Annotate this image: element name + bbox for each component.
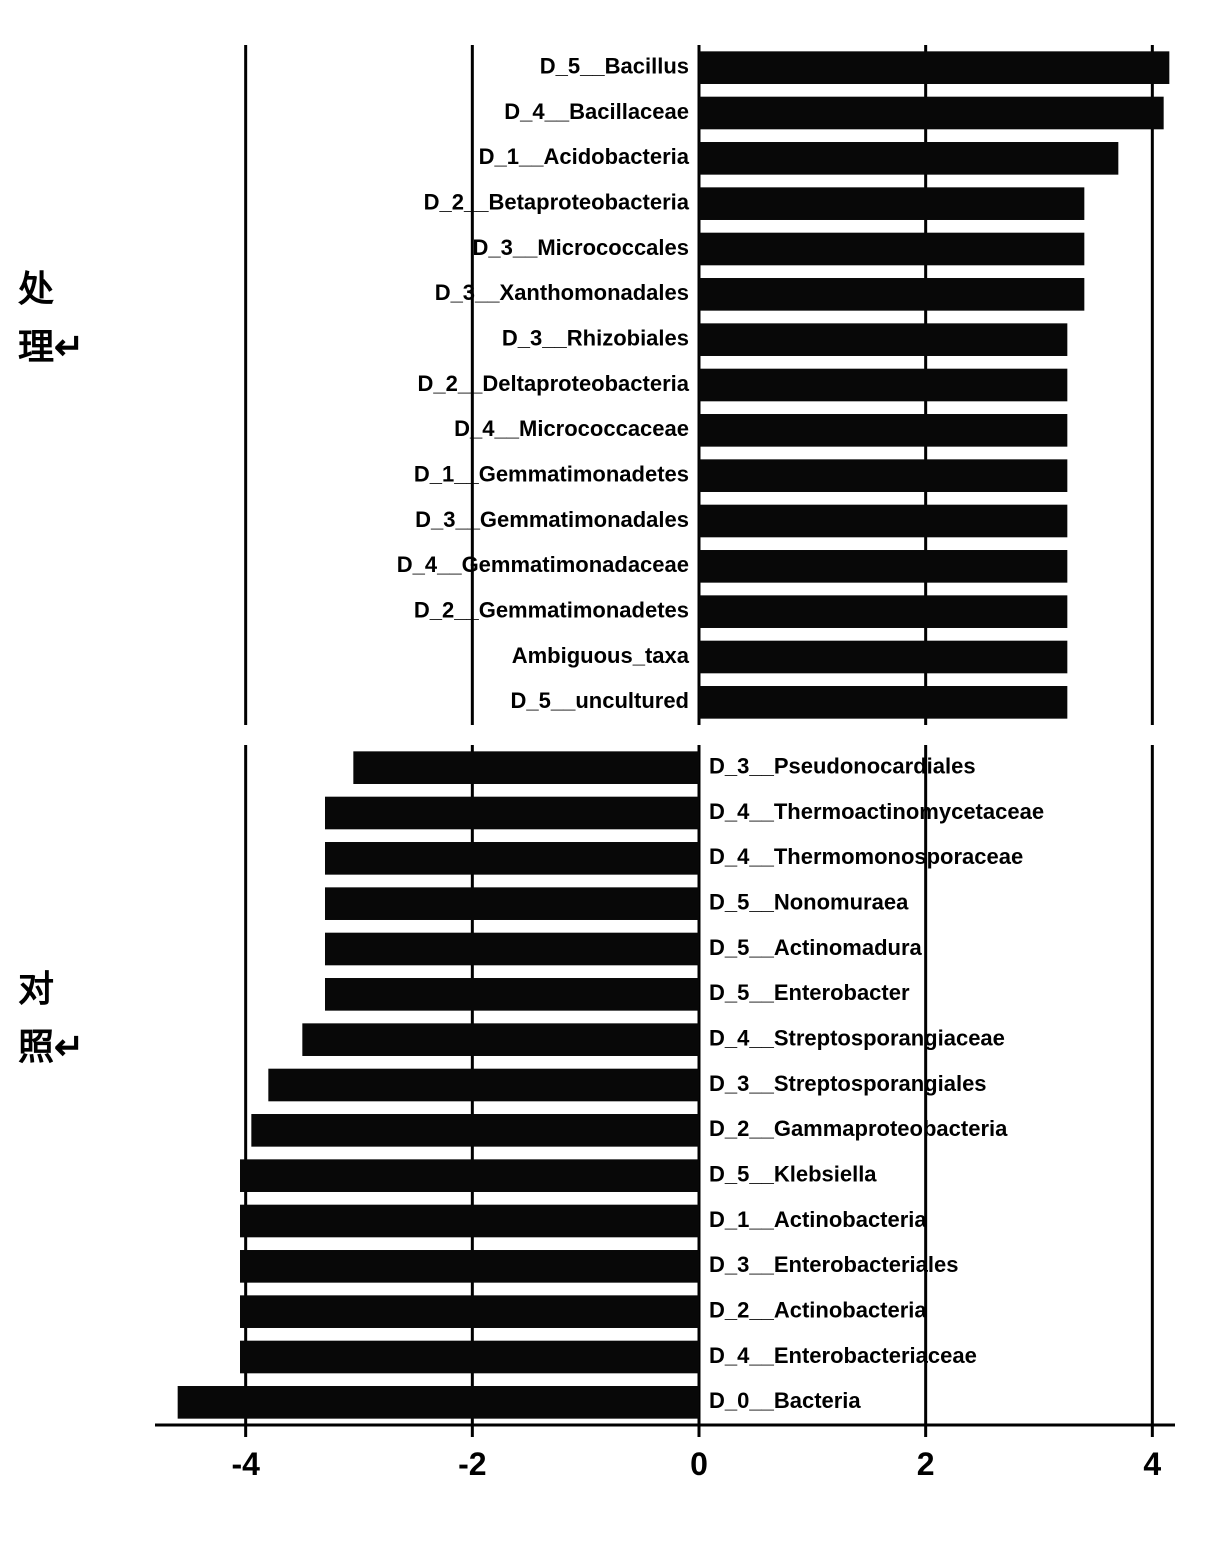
chart-bar (699, 97, 1164, 130)
bar-label: D_4__Bacillaceae (504, 99, 689, 124)
chart-bar (699, 233, 1084, 266)
bar-label: D_3__Enterobacteriales (709, 1252, 958, 1277)
chart-bar (699, 641, 1067, 674)
x-tick-label: 0 (690, 1446, 708, 1482)
chart-bar (240, 1205, 699, 1238)
chart-bar (240, 1341, 699, 1374)
x-tick-label: -4 (231, 1446, 260, 1482)
bar-label: D_5__Enterobacter (709, 980, 910, 1005)
bar-label: D_4__Gemmatimonadaceae (397, 552, 689, 577)
chart-bar (699, 142, 1118, 175)
chart-bar (240, 1159, 699, 1192)
chart-bar (699, 505, 1067, 538)
bar-label: D_3__Pseudonocardiales (709, 753, 976, 778)
chart-bar (699, 278, 1084, 311)
bar-label: D_2__Deltaproteobacteria (418, 371, 690, 396)
chart-bar (325, 933, 699, 966)
chart-container: 处理↵ 对照↵ D_5__Bacillus D_4__Bacillaceae D_1… (0, 0, 1216, 1553)
bar-label: D_2__Gemmatimonadetes (414, 597, 689, 622)
bar-label: D_1__Actinobacteria (709, 1207, 927, 1232)
chart-bar (699, 187, 1084, 220)
bar-label: D_3__Micrococcales (473, 235, 689, 260)
bar-label: D_2__Gammaproteobacteria (709, 1116, 1008, 1141)
bar-label: Ambiguous_taxa (512, 643, 690, 668)
chart-bar (325, 978, 699, 1011)
chart-bar (240, 1295, 699, 1328)
x-tick-label: 2 (917, 1446, 935, 1482)
bar-label: D_1__Acidobacteria (479, 144, 690, 169)
bar-label: D_4__Streptosporangiaceae (709, 1025, 1005, 1050)
chart-bar (302, 1023, 699, 1056)
x-tick-label: 4 (1143, 1446, 1161, 1482)
chart-bar (699, 459, 1067, 492)
chart-bar (325, 797, 699, 830)
bar-label: D_5__Bacillus (540, 53, 689, 78)
bar-label: D_5__uncultured (511, 688, 690, 713)
bar-label: D_1__Gemmatimonadetes (414, 461, 689, 486)
bar-label: D_4__Enterobacteriaceae (709, 1343, 977, 1368)
chart-bar (699, 51, 1169, 84)
x-tick-label: -2 (458, 1446, 486, 1482)
chart-bar (699, 686, 1067, 719)
bar-label: D_3__Gemmatimonadales (415, 507, 689, 532)
bar-label: D_4__Thermoactinomycetaceae (709, 799, 1044, 824)
panel-label-treatment: 处理↵ (18, 260, 84, 375)
chart-bar (353, 751, 699, 784)
bar-label: D_4__Thermomonosporaceae (709, 844, 1023, 869)
bar-label: D_5__Actinomadura (709, 935, 923, 960)
chart-bar (699, 369, 1067, 402)
bar-chart-svg: D_5__Bacillus D_4__Bacillaceae D_1__Acidob… (0, 0, 1216, 1553)
chart-bar (240, 1250, 699, 1283)
bar-label: D_3__Streptosporangiales (709, 1071, 987, 1096)
bar-label: D_2__Betaproteobacteria (424, 189, 690, 214)
chart-bar (178, 1386, 699, 1419)
chart-bar (699, 550, 1067, 583)
bar-label: D_3__Rhizobiales (502, 325, 689, 350)
panel-label-control: 对照↵ (18, 960, 84, 1075)
bar-label: D_3__Xanthomonadales (435, 280, 689, 305)
chart-bar (699, 595, 1067, 628)
bar-label: D_5__Nonomuraea (709, 889, 909, 914)
bar-label: D_5__Klebsiella (709, 1161, 877, 1186)
bar-label: D_2__Actinobacteria (709, 1297, 927, 1322)
bar-label: D_4__Micrococcaceae (454, 416, 689, 441)
chart-bar (325, 842, 699, 875)
chart-bar (251, 1114, 699, 1147)
chart-bar (325, 887, 699, 920)
chart-bar (699, 323, 1067, 356)
chart-bar (699, 414, 1067, 447)
chart-bar (268, 1069, 699, 1102)
bar-label: D_0__Bacteria (709, 1388, 861, 1413)
